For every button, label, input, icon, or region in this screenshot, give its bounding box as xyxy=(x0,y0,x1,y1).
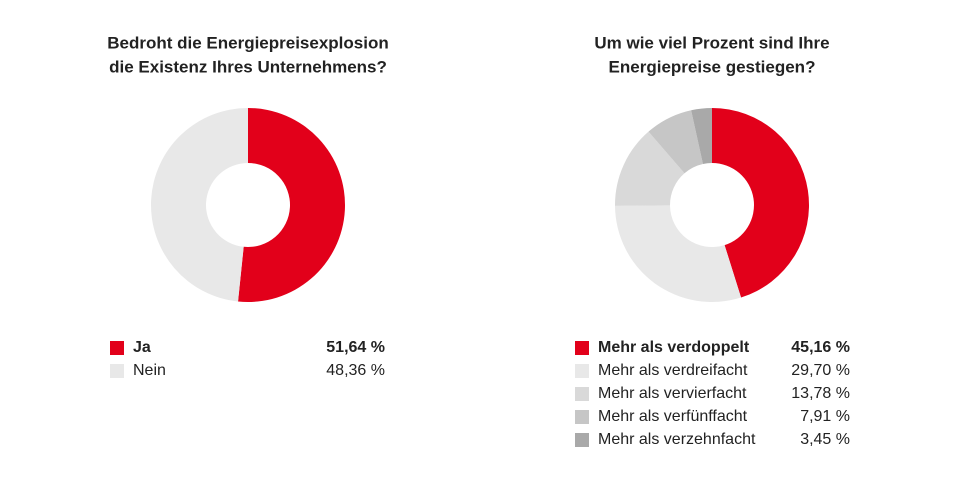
legend-swatch xyxy=(575,410,589,424)
donut-slice xyxy=(648,110,703,174)
legend-label: Mehr als verzehnfacht xyxy=(598,431,756,448)
legend-swatch xyxy=(575,387,589,401)
legend-swatch xyxy=(575,341,589,355)
chart-title: die Existenz Ihres Unternehmens? xyxy=(109,57,387,76)
legend-swatch xyxy=(110,364,124,378)
chart-title: Bedroht die Energiepreisexplosion xyxy=(107,33,389,52)
donut-slice xyxy=(614,131,685,206)
legend-label: Mehr als verfünffacht xyxy=(598,408,748,425)
value-label: 51,64 % xyxy=(326,339,385,356)
value-label: 13,78 % xyxy=(791,385,850,402)
value-label: 3,45 % xyxy=(800,431,850,448)
chart-title: Um wie viel Prozent sind Ihre xyxy=(594,33,829,52)
value-label: 7,91 % xyxy=(800,408,850,425)
legend-label: Ja xyxy=(133,339,151,356)
legend-swatch xyxy=(110,341,124,355)
donut-slice xyxy=(151,108,248,302)
legend-label: Nein xyxy=(133,362,166,379)
donut-slice xyxy=(712,108,810,298)
legend-swatch xyxy=(575,364,589,378)
donut-slice xyxy=(615,205,742,303)
donut-slice xyxy=(238,108,346,302)
legend-swatch xyxy=(575,433,589,447)
legend-label: Mehr als verdoppelt xyxy=(598,339,750,356)
donut-slice xyxy=(691,108,712,164)
legend-label: Mehr als vervierfacht xyxy=(598,385,747,402)
legend-label: Mehr als verdreifacht xyxy=(598,362,748,379)
value-label: 48,36 % xyxy=(326,362,385,379)
value-label: 29,70 % xyxy=(791,362,850,379)
value-label: 45,16 % xyxy=(791,339,850,356)
chart-title: Energiepreise gestiegen? xyxy=(609,57,816,76)
